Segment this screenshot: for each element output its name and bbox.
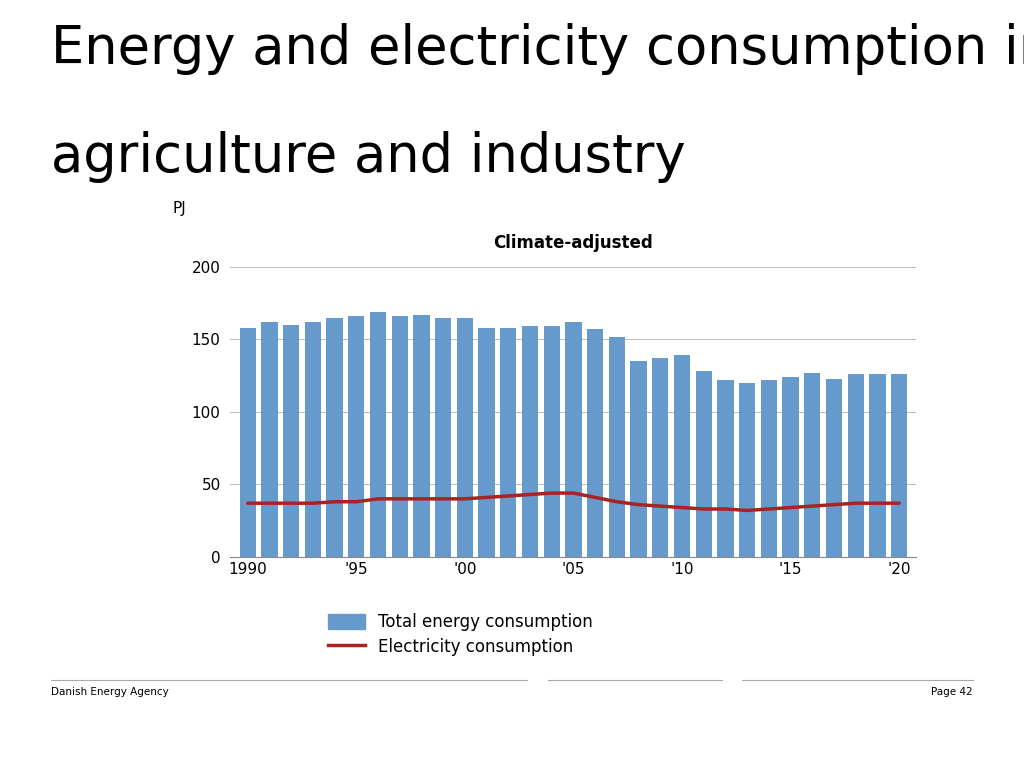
Bar (544, 326, 560, 557)
Bar (435, 318, 452, 557)
Bar (240, 328, 256, 557)
Bar (652, 359, 669, 557)
Bar (608, 336, 625, 557)
Bar (565, 322, 582, 557)
Bar (414, 315, 430, 557)
Bar (348, 316, 365, 557)
Text: agriculture and industry: agriculture and industry (51, 131, 686, 183)
Bar (804, 372, 820, 557)
Bar (370, 312, 386, 557)
Bar (761, 380, 777, 557)
Bar (739, 383, 756, 557)
Text: Climate-adjusted: Climate-adjusted (494, 234, 653, 252)
Bar (869, 374, 886, 557)
Bar (782, 377, 799, 557)
Legend: Total energy consumption, Electricity consumption: Total energy consumption, Electricity co… (328, 613, 593, 656)
Bar (327, 318, 343, 557)
Bar (674, 356, 690, 557)
Bar (305, 322, 322, 557)
Bar (717, 380, 733, 557)
Bar (631, 361, 647, 557)
Bar (457, 318, 473, 557)
Text: Danish Energy Agency: Danish Energy Agency (51, 687, 169, 697)
Bar (391, 316, 408, 557)
Bar (500, 328, 516, 557)
Bar (283, 325, 299, 557)
Bar (587, 329, 603, 557)
Bar (522, 326, 539, 557)
Bar (695, 372, 712, 557)
Text: Energy and electricity consumption in: Energy and electricity consumption in (51, 23, 1024, 75)
Bar (478, 328, 495, 557)
Text: Page 42: Page 42 (931, 687, 973, 697)
Bar (848, 374, 864, 557)
Text: PJ: PJ (172, 200, 185, 216)
Bar (261, 322, 278, 557)
Bar (825, 379, 842, 557)
Bar (891, 374, 907, 557)
